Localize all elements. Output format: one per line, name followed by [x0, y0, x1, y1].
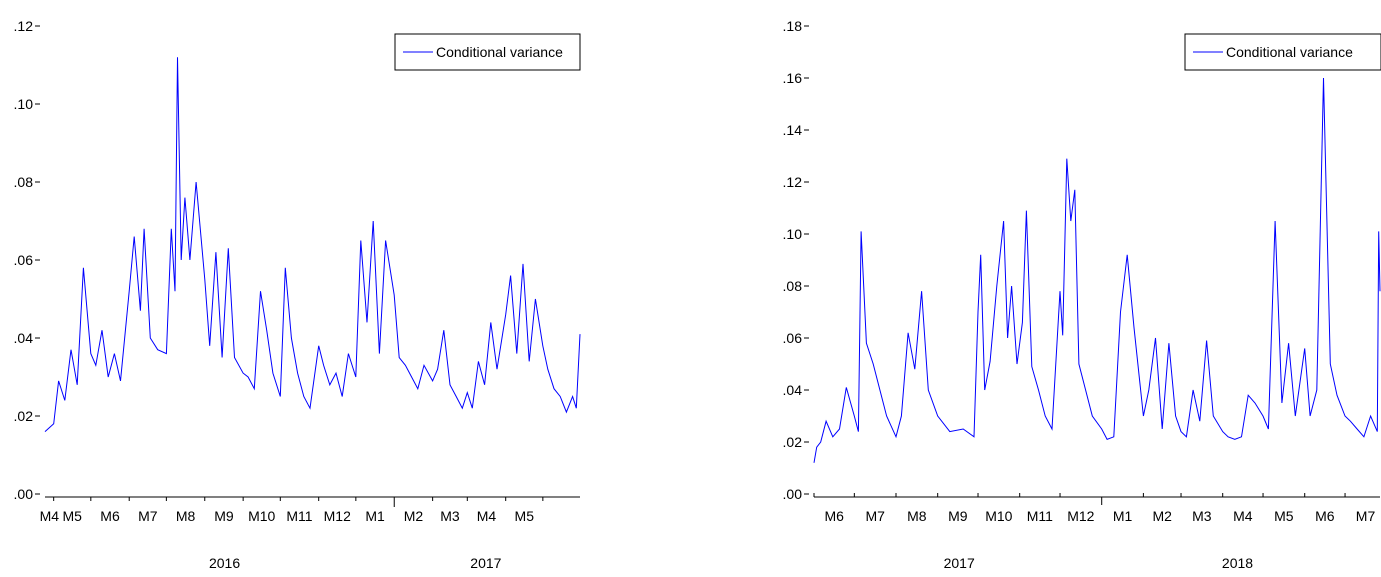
month-label: M2 [404, 508, 424, 524]
month-label: M6 [100, 508, 120, 524]
y-axis: .00 .02 .04 .06 .08 .10 .12 [14, 18, 40, 502]
month-label: M8 [176, 508, 196, 524]
month-label: M6 [824, 508, 844, 524]
month-label: M11 [286, 508, 312, 524]
month-label: M7 [1356, 508, 1376, 524]
month-label: M5 [515, 508, 535, 524]
month-label: M12 [324, 508, 351, 524]
y-axis: .00 .02 .04 .06 .08 .10 .12 .14 .16 .18 [783, 18, 809, 502]
legend-label: Conditional variance [1226, 44, 1353, 60]
month-label: M7 [138, 508, 158, 524]
y-tick-label: .12 [14, 18, 34, 34]
y-tick-label: .06 [783, 330, 803, 346]
month-label: M4 [477, 508, 497, 524]
y-tick-label: .02 [14, 408, 34, 424]
year-label: 2017 [944, 555, 975, 571]
month-label: M2 [1152, 508, 1172, 524]
y-tick-label: .00 [783, 486, 803, 502]
y-tick-label: .06 [14, 252, 34, 268]
year-label: 2016 [209, 555, 240, 571]
month-label: M12 [1067, 508, 1094, 524]
month-label: M7 [865, 508, 885, 524]
month-label: M1 [1113, 508, 1133, 524]
month-label: M1 [365, 508, 385, 524]
y-tick-label: .04 [14, 330, 34, 346]
year-label: 2017 [470, 555, 501, 571]
y-tick-label: .02 [783, 434, 803, 450]
month-label: M6 [1315, 508, 1335, 524]
y-tick-label: .08 [783, 278, 803, 294]
month-label: M11 [1027, 508, 1053, 524]
y-tick-label: .16 [783, 70, 803, 86]
legend: Conditional variance [394, 33, 581, 71]
year-label: 2018 [1222, 555, 1253, 571]
y-tick-label: .10 [14, 96, 34, 112]
conditional-variance-line [813, 77, 1381, 463]
y-tick-label: .12 [783, 174, 803, 190]
legend: Conditional variance [1184, 33, 1381, 71]
y-tick-label: .00 [14, 486, 34, 502]
month-label: M8 [907, 508, 927, 524]
month-label: M3 [440, 508, 460, 524]
legend-label: Conditional variance [436, 44, 563, 60]
y-tick-label: .10 [783, 226, 803, 242]
month-label: M5 [1274, 508, 1294, 524]
y-tick-label: .14 [783, 122, 803, 138]
month-label: M4 [1233, 508, 1253, 524]
y-tick-label: .18 [783, 18, 803, 34]
y-tick-label: .04 [783, 382, 803, 398]
month-label: M3 [1192, 508, 1212, 524]
month-label: M5 [63, 508, 83, 524]
month-label: M10 [985, 508, 1012, 524]
month-label: M10 [248, 508, 275, 524]
month-label: M9 [214, 508, 234, 524]
month-label: M9 [948, 508, 968, 524]
x-axis: M6 M7 M8 M9 M10 M11 M12 M1 M2 M3 M4 M5 M6 M7 2017 2018 [813, 493, 1380, 571]
month-label: M4 [40, 508, 60, 524]
chart-right: .00.02.04.06.08.10.12.14.16.18 M6 M7 M8 M9 M… [783, 18, 1381, 571]
conditional-variance-line [44, 57, 581, 432]
chart-left: .00.02.04.06.08.10.12 M4 M5 M6 M7 M8 M9 M10 M11… [14, 18, 581, 571]
y-tick-label: .08 [14, 174, 34, 190]
